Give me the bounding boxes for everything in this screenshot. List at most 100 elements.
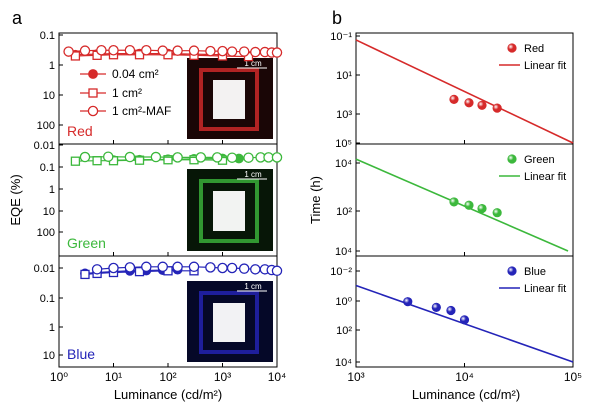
- y-tick-label: 100: [37, 227, 55, 239]
- data-point: [108, 262, 119, 274]
- x-tick-label: 10⁴: [455, 370, 474, 384]
- y-tick-label: 10: [43, 350, 55, 362]
- data-point: [271, 265, 283, 277]
- y-axis-label: EQE (%): [8, 174, 23, 225]
- data-point: [403, 297, 413, 307]
- series-line-blue-2: [97, 266, 278, 272]
- data-point: [188, 261, 200, 273]
- y-tick-label: 10⁻¹: [330, 31, 352, 43]
- legend-label: Red: [524, 43, 544, 55]
- data-point: [464, 98, 474, 108]
- data-point: [124, 151, 136, 163]
- subpanel-label-blue: Blue: [67, 346, 95, 362]
- data-point: [205, 45, 216, 57]
- legend-label: Blue: [524, 266, 546, 278]
- legend-marker: [507, 154, 517, 164]
- data-point: [150, 151, 162, 163]
- data-point: [108, 45, 119, 56]
- data-point: [238, 263, 250, 274]
- legend-marker: [507, 266, 517, 276]
- data-point: [238, 46, 250, 57]
- y-tick-label: 10: [43, 90, 55, 102]
- y-tick-label: 1: [49, 184, 55, 196]
- panel-b-label: b: [332, 8, 342, 28]
- data-point: [124, 262, 136, 273]
- y-tick-label: 10⁴: [335, 158, 352, 170]
- legend-marker: [507, 43, 517, 53]
- data-point: [226, 152, 238, 163]
- data-point: [431, 302, 441, 312]
- y-tick-label: 10⁰: [335, 296, 352, 308]
- data-point: [172, 152, 183, 163]
- data-point: [124, 45, 136, 56]
- data-point: [163, 155, 173, 165]
- legend-label: Linear fit: [524, 283, 566, 295]
- x-tick-label: 10³: [214, 370, 231, 384]
- legend-label: 1 cm²-MAF: [112, 104, 171, 118]
- data-point: [446, 305, 456, 316]
- y-tick-label: 10⁴: [335, 357, 352, 369]
- data-point: [271, 47, 283, 58]
- inset-scale-label: 1 cm: [244, 59, 262, 68]
- data-point: [70, 156, 81, 166]
- legend-label: Green: [524, 154, 555, 166]
- data-point: [91, 264, 103, 275]
- y-tick-label: 10¹: [336, 70, 352, 82]
- inset-emitter: [213, 80, 245, 119]
- legend-label: Linear fit: [524, 60, 566, 72]
- x-tick-label: 10²: [159, 370, 176, 384]
- x-tick-label: 10⁴: [268, 370, 287, 384]
- data-point: [217, 45, 228, 57]
- y-tick-label: 100: [37, 120, 55, 132]
- data-point: [172, 261, 183, 273]
- y-axis-label: Time (h): [308, 176, 323, 224]
- data-point: [80, 269, 90, 280]
- inset-frame: [199, 291, 259, 354]
- data-point: [141, 45, 152, 56]
- legend-label: 1 cm²: [112, 86, 142, 100]
- x-tick-label: 10³: [347, 370, 364, 384]
- data-point: [492, 208, 502, 218]
- x-tick-label: 10⁰: [50, 370, 68, 384]
- data-point: [157, 261, 168, 273]
- y-tick-label: 1: [49, 60, 55, 72]
- data-point: [459, 315, 470, 325]
- data-point: [141, 261, 152, 273]
- y-tick-label: 0.1: [40, 30, 55, 42]
- inset-scale-label: 1 cm: [244, 170, 262, 179]
- y-tick-label: 0.01: [34, 140, 55, 152]
- data-point: [96, 45, 107, 56]
- inset-scale-label: 1 cm: [244, 282, 262, 291]
- data-point: [79, 151, 91, 163]
- data-point: [102, 151, 114, 162]
- data-point: [226, 262, 238, 274]
- data-point: [134, 155, 145, 165]
- y-tick-label: 10⁻²: [330, 266, 352, 278]
- legend-marker: [88, 88, 98, 98]
- subpanel-label-red: Red: [67, 123, 93, 139]
- data-point: [250, 264, 261, 275]
- subpanel-label-green: Green: [67, 235, 106, 251]
- y-tick-label: 10⁴: [335, 246, 352, 258]
- y-tick-label: 10: [43, 206, 55, 218]
- data-point: [477, 203, 487, 214]
- x-axis-label: Luminance (cd/m²): [114, 387, 222, 402]
- y-tick-label: 10³: [336, 109, 352, 121]
- data-point: [271, 152, 283, 163]
- legend-marker: [88, 69, 98, 79]
- data-point: [195, 152, 207, 163]
- data-point: [63, 46, 74, 57]
- data-point: [226, 46, 238, 57]
- inset-frame: [199, 68, 259, 131]
- legend-marker: [87, 105, 99, 117]
- y-tick-label: 0.1: [40, 162, 55, 174]
- data-point: [205, 262, 216, 273]
- inset-frame: [199, 179, 259, 243]
- y-tick-label: 1: [49, 322, 55, 334]
- data-point: [449, 94, 459, 104]
- data-point: [243, 152, 254, 163]
- fit-line-green: [355, 158, 569, 252]
- y-tick-label: 0.1: [40, 293, 55, 305]
- data-point: [464, 200, 474, 210]
